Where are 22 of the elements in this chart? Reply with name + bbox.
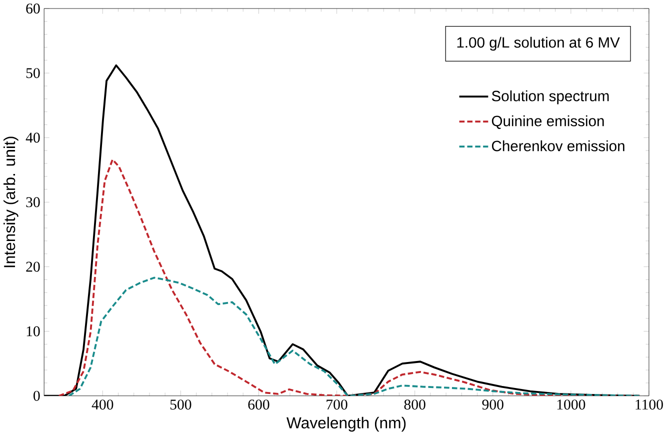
x-tick-label: 800: [404, 400, 426, 410]
legend-label: Quinine emission: [492, 115, 604, 129]
y-tick-label: 60: [26, 3, 40, 14]
line-series: [68, 276, 641, 396]
x-tick-label: 1000: [557, 400, 586, 410]
y-tick-label: 20: [26, 262, 40, 272]
y-tick-label: 0: [34, 390, 40, 401]
x-tick-label: 700: [326, 400, 348, 410]
y-tick-label: 50: [26, 68, 40, 78]
x-tick-label: 500: [170, 400, 192, 410]
y-tick-label: 10: [26, 326, 40, 336]
x-tick-label: 600: [248, 400, 270, 410]
legend-label: Solution spectrum: [492, 90, 609, 104]
x-tick-label: 1100: [636, 400, 663, 410]
y-axis-title: Intensity (arb. unit): [4, 136, 18, 268]
y-tick-label: 30: [26, 197, 40, 208]
x-tick-label: 400: [92, 400, 114, 410]
annotation: 1.00 g/L solution at 6 MV: [457, 36, 620, 51]
x-axis-title: Wavelength (nm): [286, 416, 406, 432]
y-tick-label: 40: [26, 132, 40, 143]
legend-label: Cherenkov emission: [492, 140, 624, 152]
x-tick-label: 900: [482, 400, 504, 410]
